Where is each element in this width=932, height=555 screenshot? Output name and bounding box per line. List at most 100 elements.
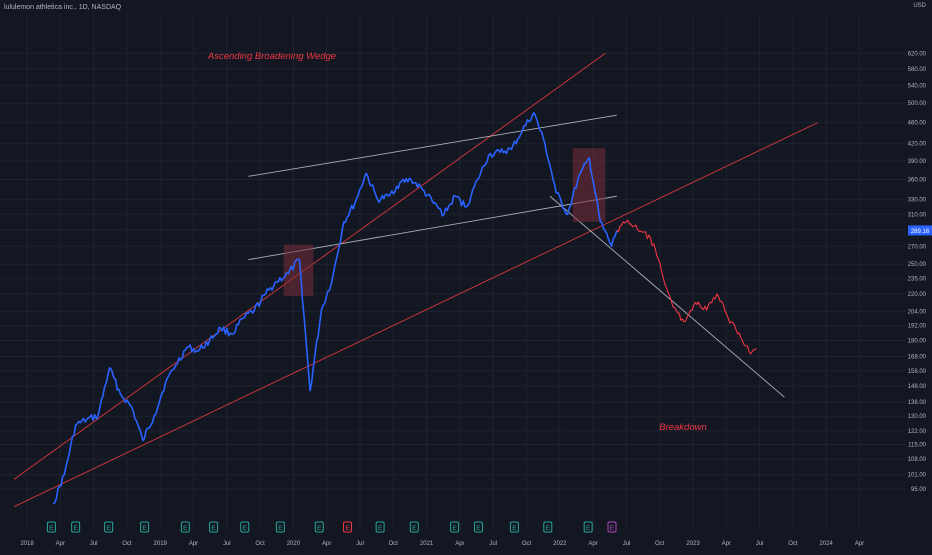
svg-text:E: E [512, 525, 517, 532]
x-tick-label: Jul [90, 541, 98, 547]
trendline-wedge-lower[interactable] [13, 122, 819, 508]
x-tick-label: Jul [489, 541, 497, 547]
event-marker-earnings[interactable]: E [275, 521, 285, 533]
y-tick-label: 420.00 [908, 142, 927, 148]
svg-text:E: E [243, 525, 248, 532]
svg-text:E: E [278, 525, 283, 532]
y-tick-label: 168.00 [908, 355, 927, 361]
annotation-breakdown: Breakdown [659, 422, 707, 433]
y-tick-label: 310.00 [908, 212, 927, 218]
currency-label: USD [913, 3, 926, 9]
svg-text:E: E [142, 525, 147, 532]
grid [0, 14, 906, 530]
event-marker-earnings[interactable]: E [583, 521, 593, 533]
x-tick-label: Jul [223, 541, 231, 547]
y-tick-label: 580.00 [908, 67, 927, 73]
event-marker-earnings[interactable]: E [180, 521, 190, 533]
y-tick-label: 620.00 [908, 51, 927, 57]
y-tick-label: 460.00 [908, 121, 927, 127]
y-tick-label: 390.00 [908, 159, 927, 165]
time-axis[interactable]: 2018 Apr Jul Oct 2019 Apr Jul Oct 2020 Apr Jul Oct 2… [20, 541, 864, 547]
x-tick-label: Oct [122, 541, 132, 547]
svg-text:E: E [546, 525, 551, 532]
x-tick-label: Apr [455, 541, 464, 547]
event-marker-earnings[interactable]: E [375, 521, 385, 533]
event-marker-earnings[interactable]: E [473, 521, 483, 533]
y-tick-label: 220.00 [908, 292, 927, 298]
y-tick-label: 330.00 [908, 198, 927, 204]
y-tick-label: 235.00 [908, 277, 927, 283]
event-marker-earnings[interactable]: E [240, 521, 250, 533]
event-marker-earnings[interactable]: E [104, 521, 114, 533]
x-tick-label: Oct [389, 541, 399, 547]
event-marker-split[interactable]: E [342, 521, 352, 533]
y-tick-label: 148.00 [908, 384, 927, 390]
x-tick-label: Jul [623, 541, 631, 547]
svg-text:289.16: 289.16 [911, 229, 930, 235]
annotation-wedge: Ascending Broadening Wedge [207, 51, 336, 62]
event-marker-earnings[interactable]: E [140, 521, 150, 533]
svg-text:E: E [73, 525, 78, 532]
x-tick-label: Apr [56, 541, 65, 547]
last-price-badge: 289.16 [908, 225, 932, 236]
svg-text:E: E [476, 525, 481, 532]
svg-text:E: E [378, 525, 383, 532]
x-tick-label: Oct [788, 541, 798, 547]
y-tick-label: 540.00 [908, 83, 927, 89]
trendline-channel-upper[interactable] [248, 114, 617, 177]
svg-text:E: E [49, 525, 54, 532]
x-tick-label: Oct [522, 541, 532, 547]
event-marker-earnings[interactable]: E [543, 521, 553, 533]
y-tick-label: 270.00 [908, 244, 927, 250]
x-tick-label: Jul [356, 541, 364, 547]
y-tick-label: 500.00 [908, 101, 927, 107]
symbol-title: lululemon athletica inc., 1D, NASDAQ [4, 4, 122, 11]
x-tick-label: 2018 [20, 541, 34, 547]
x-tick-label: 2020 [287, 541, 301, 547]
price-axis[interactable]: 95.00 101.00 108.00 115.00 122.00 130.00 138.0… [908, 51, 932, 493]
event-marker-earnings[interactable]: E [46, 521, 56, 533]
svg-text:E: E [106, 525, 111, 532]
y-tick-label: 138.00 [908, 400, 927, 406]
highlight-box-2020[interactable] [283, 244, 314, 297]
y-tick-label: 204.00 [908, 309, 927, 315]
y-tick-label: 130.00 [908, 414, 927, 420]
x-tick-label: Oct [255, 541, 265, 547]
price-series [52, 111, 757, 505]
y-tick-label: 108.00 [908, 457, 927, 463]
x-tick-label: Apr [588, 541, 597, 547]
x-tick-label: Oct [655, 541, 665, 547]
annotations: Ascending Broadening Wedge Breakdown [207, 51, 707, 433]
x-tick-label: Apr [722, 541, 731, 547]
svg-text:E: E [412, 525, 417, 532]
event-marker-upcoming[interactable]: E [607, 521, 617, 533]
event-marker-earnings[interactable]: E [450, 521, 460, 533]
svg-text:E: E [183, 525, 188, 532]
x-tick-label: Apr [322, 541, 331, 547]
y-tick-label: 122.00 [908, 429, 927, 435]
y-tick-label: 158.00 [908, 369, 927, 375]
event-marker-earnings[interactable]: E [314, 521, 324, 533]
y-tick-label: 360.00 [908, 178, 927, 184]
y-tick-label: 95.00 [911, 487, 927, 493]
event-marker-earnings[interactable]: E [71, 521, 81, 533]
svg-text:E: E [610, 525, 615, 532]
x-tick-label: Apr [855, 541, 864, 547]
y-tick-label: 180.00 [908, 338, 927, 344]
x-tick-label: 2019 [154, 541, 168, 547]
x-tick-label: Jul [756, 541, 764, 547]
svg-text:E: E [452, 525, 457, 532]
y-tick-label: 250.00 [908, 262, 927, 268]
event-marker-earnings[interactable]: E [409, 521, 419, 533]
svg-text:E: E [345, 525, 350, 532]
event-marker-earnings[interactable]: E [209, 521, 219, 533]
svg-text:E: E [586, 525, 591, 532]
event-marker-earnings[interactable]: E [509, 521, 519, 533]
series-projection [616, 219, 757, 355]
x-tick-label: 2023 [686, 541, 700, 547]
y-tick-label: 192.00 [908, 324, 927, 330]
trendline-breakdown-line[interactable] [549, 195, 785, 398]
